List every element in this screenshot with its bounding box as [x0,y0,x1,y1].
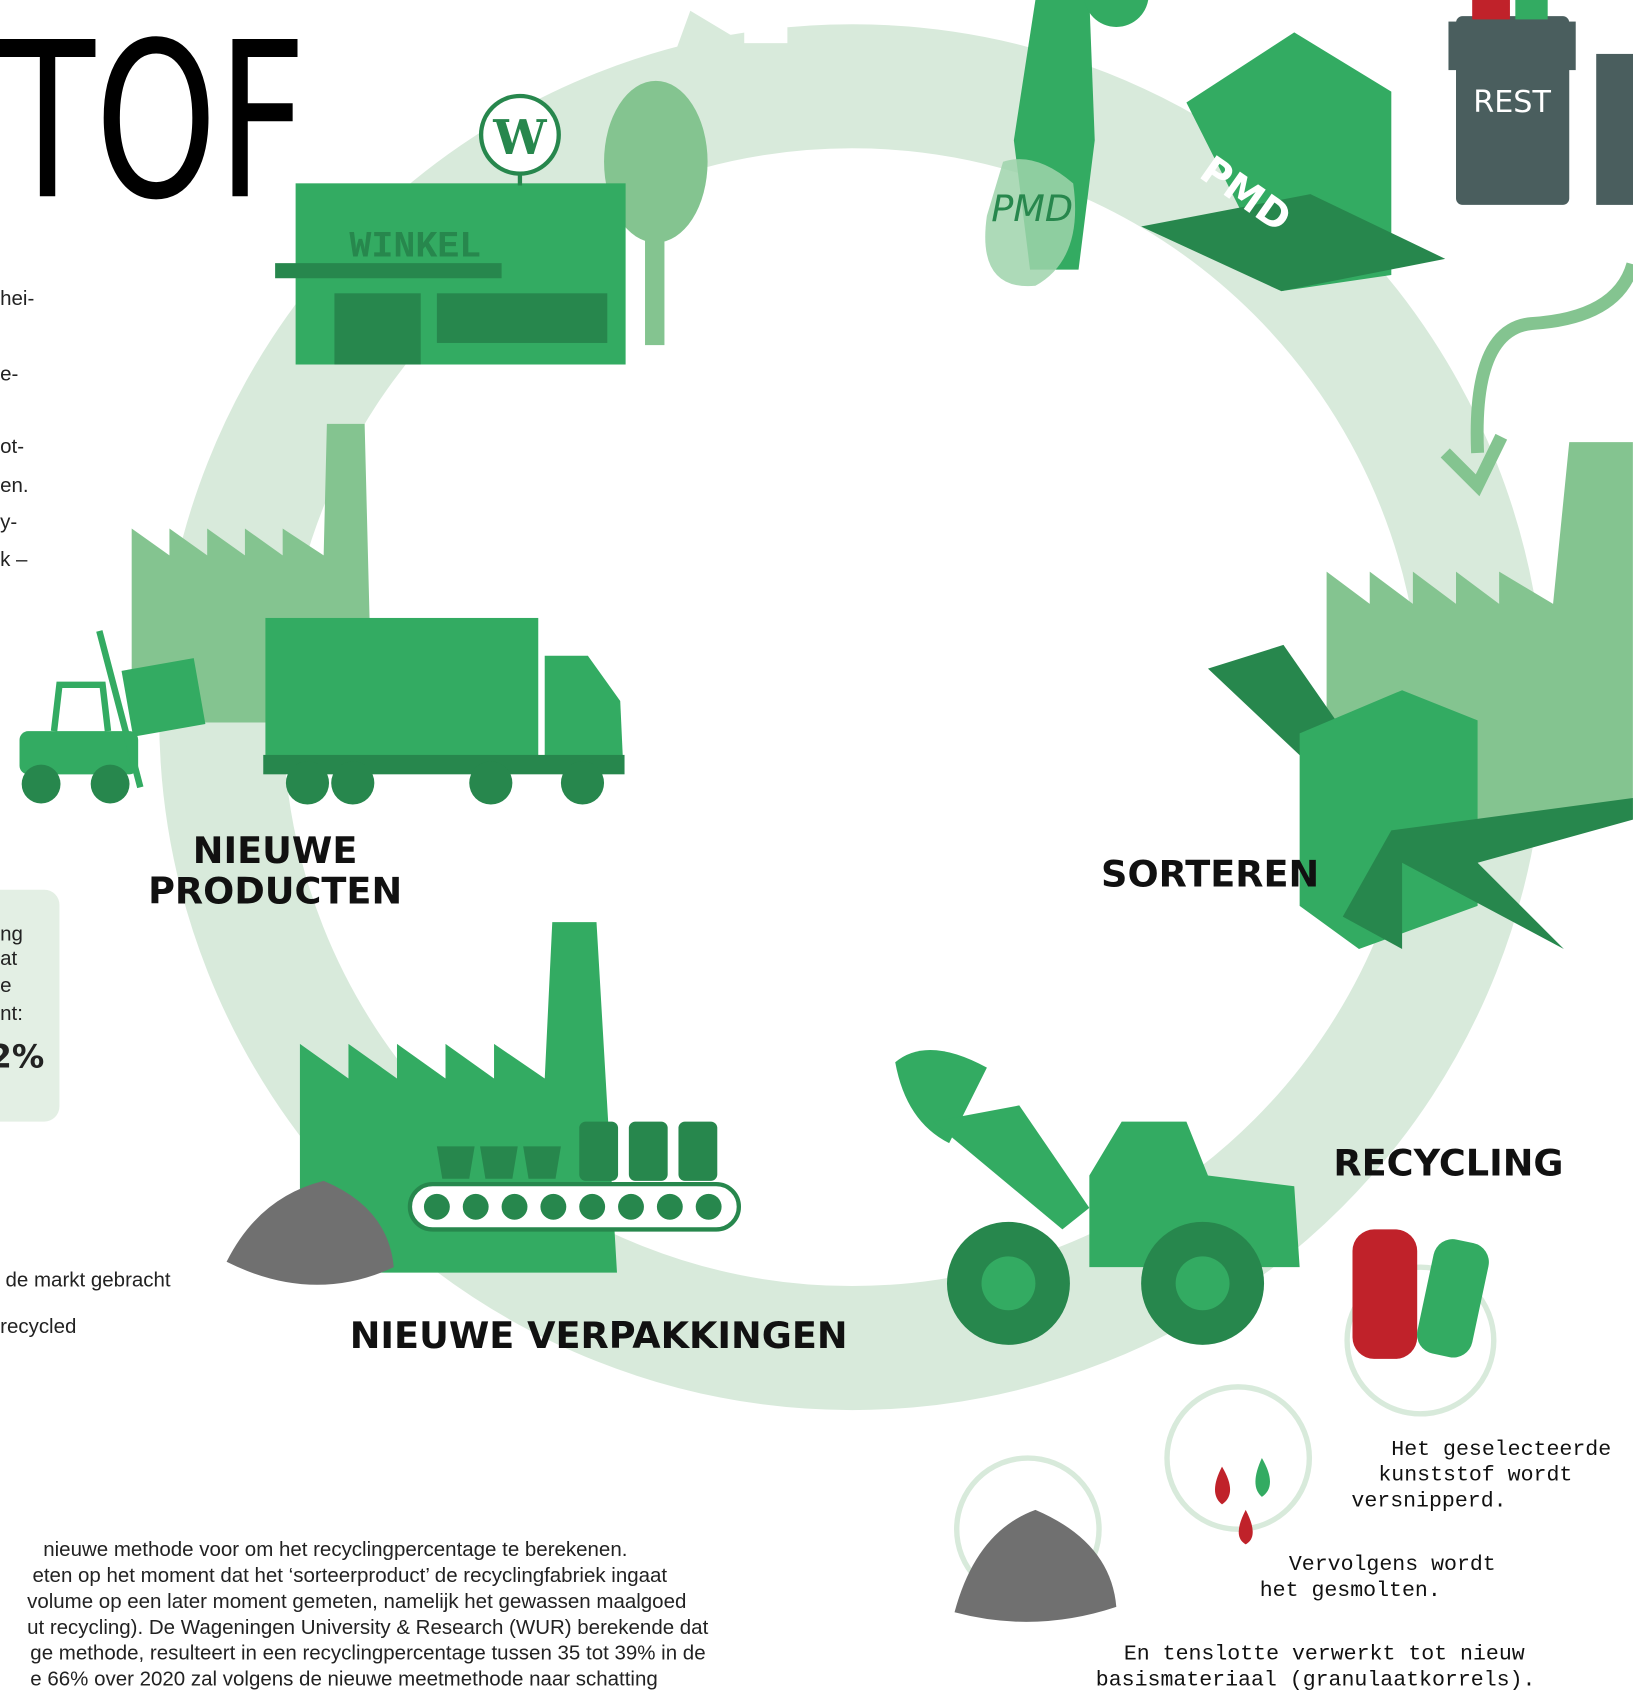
stage-label: PRODUCTEN [148,870,402,913]
shop-sign: W [492,110,547,166]
intro-line: e- [0,363,18,386]
step-line: het gesmolten. [1260,1579,1441,1603]
step-line: versnipperd. [1351,1490,1506,1514]
infographic: TOF hei- e- ot- en. y- k – ng at e nt: 2… [0,0,1633,1691]
stage-label: RECYCLING [1333,1142,1563,1185]
ring-gap [744,0,787,43]
intro-line: hei- [0,287,34,310]
footnote: nieuwe methode voor om het recyclingperc… [27,1538,709,1690]
stage-label: SORTEREN [1101,852,1319,895]
intro: hei- e- ot- en. y- k – [0,287,34,571]
step-line: basismateriaal (granulaatkorrels). [1096,1669,1536,1691]
recycling-steps: Het geselecteerde kunststof wordt versni… [1096,1438,1611,1691]
stage-label: NIEUWE VERPAKKINGEN [350,1314,848,1357]
footnote-line: ge methode, resulteert in een recyclingp… [30,1642,705,1665]
footnote-line: ut recycling). De Wageningen University … [27,1616,709,1639]
step-line: Vervolgens wordt [1289,1553,1496,1577]
intro-line: en. [0,474,28,497]
bag-label: PMD [991,187,1073,230]
disposal-scene [985,0,1633,485]
step-line: Het geselecteerde [1391,1438,1611,1462]
shop-name: WINKEL [349,227,481,269]
footnote-line: volume op een later moment gemeten, name… [27,1590,686,1613]
footnote-line: eten op het moment dat het ‘sorteerprodu… [32,1564,667,1587]
stat-line: e [0,974,11,997]
stat-value: 2% [0,1038,44,1076]
bin-label: REST [1473,85,1551,120]
title: TOF [0,0,307,248]
footnote-line: e 66% over 2020 zal volgens de nieuwe me… [30,1668,657,1691]
legend-text: recycled [0,1315,76,1338]
intro-line: k – [0,548,28,571]
stage-label: NIEUWE [193,829,358,872]
page: TOF hei- e- ot- en. y- k – ng at e nt: 2… [0,0,1633,1691]
step-line: En tenslotte verwerkt tot nieuw [1124,1643,1525,1667]
intro-line: ot- [0,435,24,458]
intro-line: y- [0,510,17,533]
stat-line: nt: [0,1002,23,1025]
stat-line: ng [0,922,23,945]
stat-line: at [0,947,17,970]
footnote-line: nieuwe methode voor om het recyclingperc… [43,1538,627,1561]
legend-text: de markt gebracht [6,1269,171,1292]
step-line: kunststof wordt [1378,1464,1572,1488]
shop [275,81,707,365]
